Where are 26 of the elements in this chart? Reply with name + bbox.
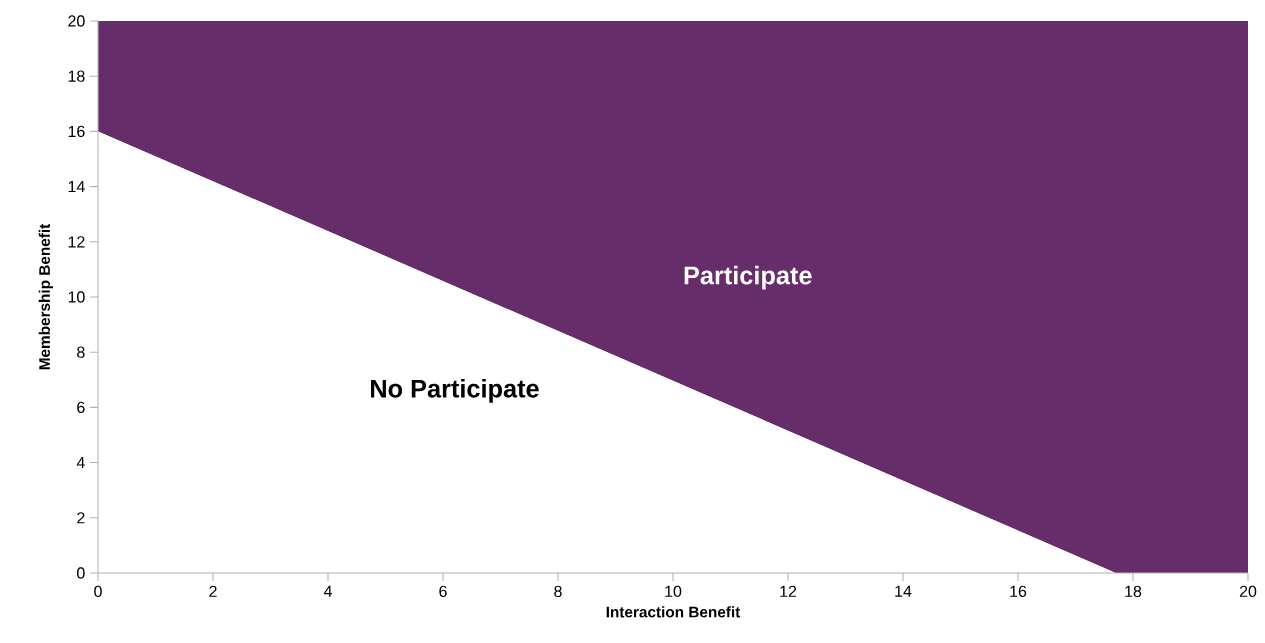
annotation: No Participate xyxy=(371,379,539,403)
y-tick-label: 4 xyxy=(76,457,85,469)
y-tick-label: 0 xyxy=(77,567,85,579)
x-tick-label: 0 xyxy=(94,585,102,598)
y-tick-label: 12 xyxy=(68,236,85,248)
x-tick-label: 12 xyxy=(780,585,797,597)
x-tick-label: 2 xyxy=(209,585,217,597)
y-tick-label: 8 xyxy=(77,346,85,358)
x-tick-label: 8 xyxy=(554,585,562,598)
x-tick-label: 18 xyxy=(1125,585,1142,598)
x-tick-label: 6 xyxy=(439,585,447,598)
x-axis-title: Interaction Benefit xyxy=(606,606,741,618)
x-tick-label: 20 xyxy=(1239,585,1257,598)
x-tick-label: 14 xyxy=(895,585,912,597)
y-tick-label: 6 xyxy=(77,401,85,414)
y-tick-label: 14 xyxy=(68,181,85,193)
y-axis-title: Membership Benefit xyxy=(38,223,54,370)
y-tick-label: 20 xyxy=(68,15,85,27)
x-tick-label: 10 xyxy=(665,585,682,598)
annotation: Participate xyxy=(684,265,812,290)
y-tick-label: 16 xyxy=(68,125,85,138)
x-tick-label: 16 xyxy=(1010,585,1027,598)
x-tick-label: 4 xyxy=(323,585,332,597)
y-tick-label: 10 xyxy=(68,291,85,303)
y-tick-label: 2 xyxy=(77,512,85,524)
y-tick-label: 18 xyxy=(68,70,85,82)
